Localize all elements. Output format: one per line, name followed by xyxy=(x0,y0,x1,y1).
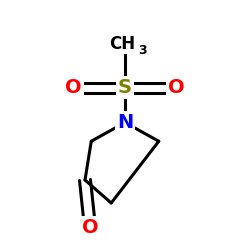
Text: O: O xyxy=(82,218,98,237)
Text: 3: 3 xyxy=(138,44,146,57)
Text: N: N xyxy=(117,113,133,132)
Text: O: O xyxy=(66,78,82,97)
Text: CH: CH xyxy=(110,35,136,53)
Text: O: O xyxy=(168,78,184,97)
Text: S: S xyxy=(118,78,132,97)
